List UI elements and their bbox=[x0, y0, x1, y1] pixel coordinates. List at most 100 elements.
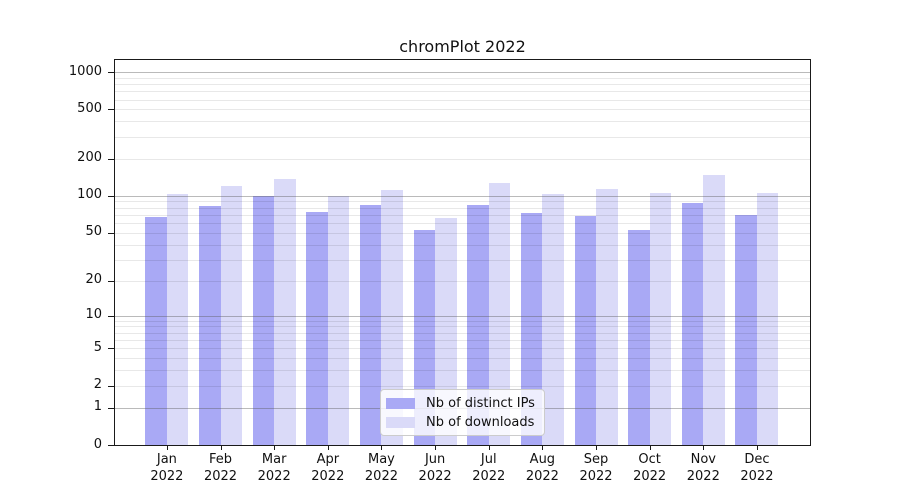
x-tick-label: Nov 2022 bbox=[686, 452, 720, 484]
legend-swatch-downloads-icon bbox=[386, 416, 415, 428]
chart-title: chromPlot 2022 bbox=[399, 37, 526, 56]
x-tick-label: Jun 2022 bbox=[418, 452, 452, 484]
x-tick-mark bbox=[542, 445, 544, 450]
bar-downloads-oct bbox=[649, 193, 672, 445]
y-tick-mark bbox=[108, 445, 114, 446]
gridline-minor bbox=[115, 91, 810, 93]
y-tick-mark bbox=[108, 72, 114, 74]
bar-distinct-ips-jul bbox=[467, 204, 489, 445]
gridline-minor bbox=[115, 339, 810, 341]
bar-distinct-ips-mar bbox=[252, 195, 275, 445]
y-tick-label: 1 bbox=[93, 399, 102, 415]
x-tick-mark bbox=[166, 445, 168, 450]
x-tick-label: Oct 2022 bbox=[633, 452, 667, 484]
bar-distinct-ips-aug bbox=[520, 212, 543, 445]
bar-distinct-ips-apr bbox=[306, 211, 328, 445]
gridline-minor bbox=[115, 370, 810, 372]
y-tick-mark bbox=[108, 385, 114, 387]
bar-distinct-ips-nov bbox=[681, 203, 704, 445]
gridline-major bbox=[115, 195, 810, 197]
x-tick-mark bbox=[488, 445, 490, 450]
legend-entry-distinct-ips: Nb of distinct IPs bbox=[386, 395, 544, 411]
x-tick-mark bbox=[435, 445, 437, 450]
bar-downloads-sep bbox=[596, 188, 618, 445]
y-tick-label: 0 bbox=[93, 436, 102, 452]
bar-downloads-nov bbox=[703, 174, 725, 445]
gridline-minor bbox=[115, 320, 810, 322]
gridline-minor bbox=[115, 358, 810, 360]
bar-downloads-dec bbox=[756, 192, 779, 445]
y-tick-mark bbox=[108, 158, 114, 160]
legend-label-distinct-ips: Nb of distinct IPs bbox=[426, 395, 535, 411]
gridline-minor bbox=[115, 223, 810, 225]
bar-downloads-jun bbox=[435, 218, 457, 445]
bar-downloads-aug bbox=[542, 194, 564, 445]
x-tick-label: Aug 2022 bbox=[525, 452, 559, 484]
bar-downloads-may bbox=[381, 189, 403, 445]
y-tick-mark bbox=[108, 407, 114, 409]
y-tick-mark bbox=[108, 195, 114, 197]
y-tick-mark bbox=[108, 109, 114, 111]
y-tick-label: 1000 bbox=[68, 63, 102, 79]
bar-distinct-ips-may bbox=[359, 205, 382, 445]
legend-label-downloads: Nb of downloads bbox=[426, 414, 535, 430]
gridline-minor bbox=[115, 259, 810, 261]
x-tick-mark bbox=[274, 445, 276, 450]
x-tick-label: May 2022 bbox=[364, 452, 398, 484]
x-tick-label: Feb 2022 bbox=[203, 452, 238, 484]
bar-downloads-jan bbox=[166, 193, 189, 445]
gridline-minor bbox=[115, 136, 810, 138]
gridline-minor bbox=[115, 332, 810, 334]
gridline-labeled bbox=[115, 348, 810, 350]
y-tick-label: 100 bbox=[77, 187, 102, 203]
gridline-labeled bbox=[115, 109, 810, 111]
bar-downloads-mar bbox=[274, 179, 296, 445]
y-tick-label: 200 bbox=[77, 150, 102, 166]
legend: Nb of distinct IPs Nb of downloads bbox=[380, 389, 545, 436]
gridline-minor bbox=[115, 214, 810, 216]
plot-area bbox=[114, 59, 811, 446]
x-tick-label: Jul 2022 bbox=[472, 452, 506, 484]
bar-distinct-ips-sep bbox=[574, 215, 597, 445]
x-tick-label: Dec 2022 bbox=[740, 452, 774, 484]
gridline-major bbox=[115, 72, 810, 74]
gridline-major bbox=[115, 315, 810, 317]
x-tick-label: Sep 2022 bbox=[579, 452, 613, 484]
x-tick-mark bbox=[649, 445, 651, 450]
gridline-minor bbox=[115, 84, 810, 86]
x-tick-mark bbox=[756, 445, 758, 450]
bar-downloads-jul bbox=[488, 183, 511, 445]
gridline-minor bbox=[115, 326, 810, 328]
y-tick-label: 50 bbox=[85, 224, 102, 240]
x-tick-mark bbox=[381, 445, 383, 450]
y-tick-label: 500 bbox=[77, 100, 102, 116]
bar-distinct-ips-dec bbox=[735, 214, 757, 445]
x-tick-label: Mar 2022 bbox=[257, 452, 291, 484]
gridline-minor bbox=[115, 121, 810, 123]
y-tick-label: 10 bbox=[85, 307, 102, 323]
y-tick-mark bbox=[108, 315, 114, 317]
bar-downloads-apr bbox=[327, 196, 350, 445]
gridline-minor bbox=[115, 77, 810, 79]
gridline-minor bbox=[115, 244, 810, 246]
y-tick-label: 5 bbox=[93, 339, 102, 355]
gridline-minor bbox=[115, 207, 810, 209]
y-tick-label: 2 bbox=[93, 377, 102, 393]
y-tick-mark bbox=[108, 232, 114, 234]
x-tick-label: Apr 2022 bbox=[311, 452, 345, 484]
legend-entry-downloads: Nb of downloads bbox=[386, 414, 544, 430]
gridline-labeled bbox=[115, 158, 810, 160]
x-tick-label: Jan 2022 bbox=[150, 452, 184, 484]
x-tick-mark bbox=[703, 445, 705, 450]
x-tick-mark bbox=[220, 445, 222, 450]
x-tick-mark bbox=[327, 445, 329, 450]
gridline-minor bbox=[115, 201, 810, 203]
bar-distinct-ips-feb bbox=[199, 205, 221, 445]
gridline-minor bbox=[115, 99, 810, 101]
bar-distinct-ips-jan bbox=[145, 217, 167, 445]
y-tick-mark bbox=[108, 280, 114, 282]
x-tick-mark bbox=[596, 445, 598, 450]
y-tick-label: 20 bbox=[85, 272, 102, 288]
legend-swatch-distinct-ips-icon bbox=[386, 397, 415, 409]
